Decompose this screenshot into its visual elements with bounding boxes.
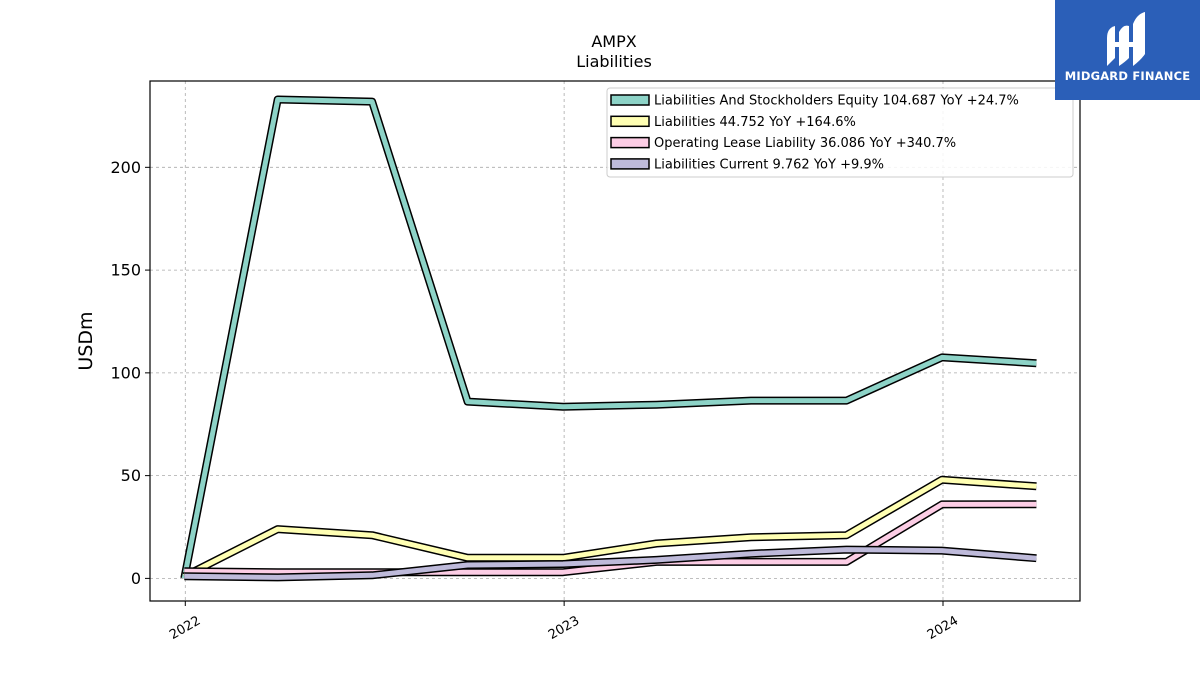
legend-swatch — [610, 136, 650, 149]
series-line — [184, 545, 1037, 582]
chart-title: AMPX — [591, 32, 636, 51]
y-tick-label: 150 — [110, 261, 141, 280]
series-fill — [181, 97, 1037, 579]
y-axis-label: USDm — [75, 311, 97, 370]
x-tick-label: 2022 — [167, 613, 203, 643]
y-tick-label: 200 — [110, 158, 141, 177]
y-axis-ticks: 0 50 100 150 200 — [110, 158, 150, 588]
legend-item: Liabilities Current 9.762 YoY +9.9% — [610, 157, 884, 172]
midgard-logo-icon — [1107, 12, 1145, 67]
series-line — [180, 95, 1037, 580]
plot-frame — [149, 80, 1081, 602]
legend-swatch — [610, 115, 650, 128]
legend-label: Liabilities Current 9.762 YoY +9.9% — [654, 157, 884, 172]
x-tick-label: 2024 — [925, 613, 961, 643]
chart-subtitle: Liabilities — [576, 52, 652, 71]
brand-logo: MIDGARD FINANCE — [1055, 0, 1200, 100]
brand-name: MIDGARD FINANCE — [1064, 69, 1191, 83]
series-layer — [180, 95, 1037, 582]
series-fill — [183, 477, 1037, 579]
y-tick-label: 100 — [110, 363, 141, 382]
x-axis-ticks: 2022 2023 2024 — [167, 601, 961, 643]
y-tick-label: 0 — [131, 569, 141, 588]
legend-label: Liabilities And Stockholders Equity 104.… — [654, 94, 1019, 109]
x-tick-label: 2023 — [546, 613, 582, 643]
legend-item: Liabilities And Stockholders Equity 104.… — [610, 94, 1019, 109]
legend-label: Operating Lease Liability 36.086 YoY +34… — [654, 136, 956, 151]
legend-swatch — [610, 94, 650, 106]
legend-box — [606, 87, 1074, 178]
series-fill — [184, 547, 1037, 580]
series-line — [184, 500, 1037, 577]
legend-label: Liabilities 44.752 YoY +164.6% — [654, 115, 856, 130]
series-fill — [184, 501, 1037, 575]
y-tick-label: 50 — [121, 466, 141, 485]
legend-item: Liabilities 44.752 YoY +164.6% — [610, 115, 856, 130]
legend-swatch — [610, 158, 650, 170]
series-line — [182, 475, 1037, 580]
legend: Liabilities And Stockholders Equity 104.… — [606, 87, 1074, 178]
legend-item: Operating Lease Liability 36.086 YoY +34… — [610, 136, 956, 151]
